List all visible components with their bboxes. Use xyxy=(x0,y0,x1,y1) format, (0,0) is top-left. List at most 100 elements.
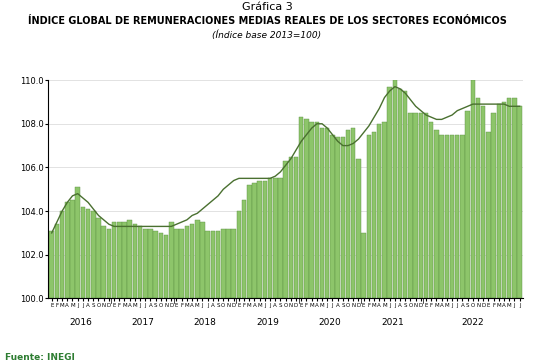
Bar xyxy=(367,135,371,298)
Bar xyxy=(195,220,200,298)
Bar xyxy=(382,122,387,298)
Bar xyxy=(491,113,496,298)
Bar xyxy=(81,207,85,298)
Bar xyxy=(294,157,299,298)
Bar xyxy=(242,200,246,298)
Bar xyxy=(75,187,80,298)
Bar xyxy=(50,231,54,298)
Bar xyxy=(65,202,69,298)
Bar xyxy=(450,135,454,298)
Bar xyxy=(257,181,262,298)
Bar xyxy=(470,80,475,298)
Bar xyxy=(346,130,350,298)
Bar xyxy=(190,224,194,298)
Bar xyxy=(429,122,434,298)
Bar xyxy=(138,226,142,298)
Bar xyxy=(325,128,329,298)
Bar xyxy=(226,229,231,298)
Bar xyxy=(315,122,319,298)
Bar xyxy=(320,128,324,298)
Bar xyxy=(362,233,366,298)
Bar xyxy=(481,106,485,298)
Bar xyxy=(424,113,428,298)
Bar xyxy=(507,98,512,298)
Bar xyxy=(86,209,90,298)
Bar xyxy=(185,226,189,298)
Bar xyxy=(278,178,282,298)
Text: Fuente: INEGI: Fuente: INEGI xyxy=(5,353,75,362)
Bar xyxy=(96,218,101,298)
Bar xyxy=(466,111,470,298)
Bar xyxy=(247,185,252,298)
Text: (Índice base 2013=100): (Índice base 2013=100) xyxy=(213,31,321,40)
Text: 2019: 2019 xyxy=(256,318,279,327)
Bar xyxy=(388,87,392,298)
Bar xyxy=(439,135,444,298)
Bar xyxy=(273,178,278,298)
Bar xyxy=(143,229,147,298)
Text: 2018: 2018 xyxy=(194,318,216,327)
Bar xyxy=(486,132,491,298)
Bar xyxy=(221,229,225,298)
Bar xyxy=(502,102,506,298)
Bar xyxy=(356,159,360,298)
Bar xyxy=(517,106,522,298)
Bar xyxy=(455,135,459,298)
Bar xyxy=(330,135,335,298)
Bar xyxy=(117,222,122,298)
Bar xyxy=(284,161,288,298)
Bar xyxy=(200,222,205,298)
Bar xyxy=(413,113,418,298)
Text: ÍNDICE GLOBAL DE REMUNERACIONES MEDIAS REALES DE LOS SECTORES ECONÓMICOS: ÍNDICE GLOBAL DE REMUNERACIONES MEDIAS R… xyxy=(28,16,506,26)
Bar xyxy=(148,229,153,298)
Bar xyxy=(398,89,402,298)
Bar xyxy=(335,137,340,298)
Bar xyxy=(70,200,75,298)
Bar xyxy=(341,137,345,298)
Bar xyxy=(409,113,413,298)
Bar xyxy=(231,229,236,298)
Bar xyxy=(377,124,381,298)
Bar xyxy=(211,231,215,298)
Bar xyxy=(237,211,241,298)
Bar xyxy=(128,220,132,298)
Text: 2016: 2016 xyxy=(69,318,92,327)
Bar xyxy=(268,178,272,298)
Bar xyxy=(304,119,309,298)
Bar xyxy=(512,98,517,298)
Bar xyxy=(101,226,106,298)
Bar xyxy=(419,113,423,298)
Bar xyxy=(54,224,59,298)
Bar xyxy=(122,222,127,298)
Text: 2021: 2021 xyxy=(381,318,404,327)
Bar xyxy=(179,229,184,298)
Text: 2017: 2017 xyxy=(131,318,154,327)
Bar xyxy=(372,132,376,298)
Bar xyxy=(476,98,480,298)
Bar xyxy=(445,135,449,298)
Bar xyxy=(289,157,293,298)
Bar xyxy=(153,231,158,298)
Bar xyxy=(299,117,303,298)
Bar xyxy=(434,130,439,298)
Bar xyxy=(60,211,64,298)
Bar xyxy=(216,231,221,298)
Bar xyxy=(112,222,116,298)
Bar xyxy=(164,235,168,298)
Text: 2020: 2020 xyxy=(318,318,341,327)
Bar xyxy=(107,229,111,298)
Bar xyxy=(206,231,210,298)
Legend: Serie Desestacionalizada, Serie de Tendencia-Ciclo: Serie Desestacionalizada, Serie de Tende… xyxy=(133,361,438,364)
Bar xyxy=(497,104,501,298)
Bar xyxy=(263,181,267,298)
Bar xyxy=(169,222,174,298)
Text: Gráfica 3: Gráfica 3 xyxy=(241,2,293,12)
Bar xyxy=(392,80,397,298)
Bar xyxy=(351,128,356,298)
Bar xyxy=(460,135,465,298)
Bar xyxy=(132,224,137,298)
Bar xyxy=(91,211,96,298)
Bar xyxy=(403,91,407,298)
Bar xyxy=(174,229,179,298)
Bar xyxy=(310,122,314,298)
